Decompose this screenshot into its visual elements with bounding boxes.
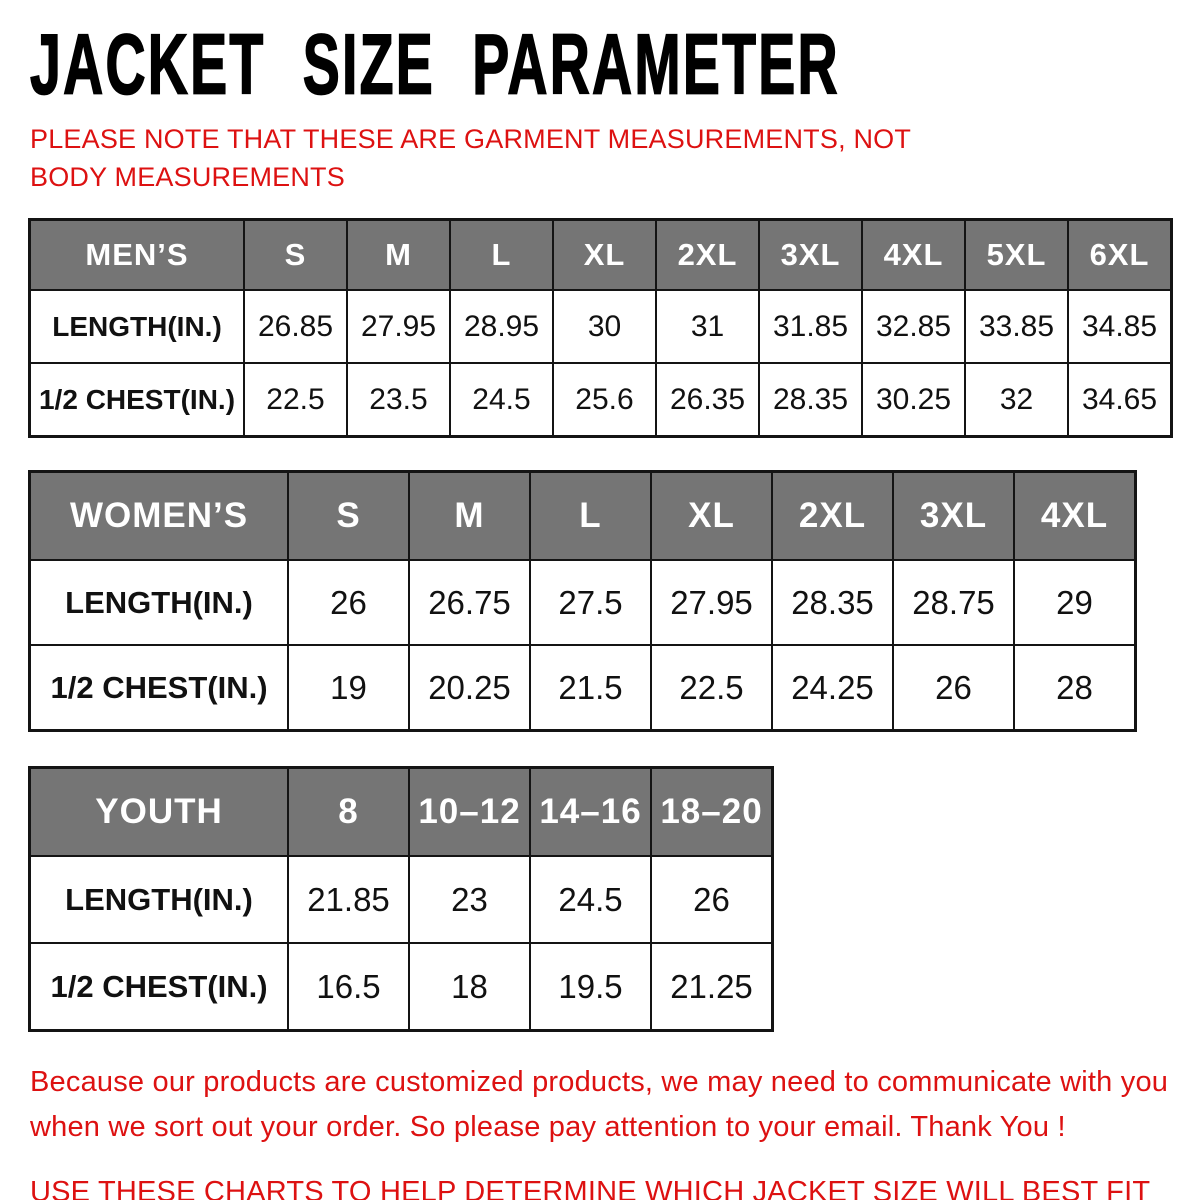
page-title: JACKET SIZE PARAMETER bbox=[0, 0, 1200, 112]
mens-size-header-7: 5XL bbox=[964, 218, 1069, 291]
womens-header-row: WOMEN’S S M L XL 2XL 3XL 4XL bbox=[28, 470, 1137, 561]
mens-value-1-5: 28.35 bbox=[758, 362, 863, 438]
customization-notice: Because our products are customized prod… bbox=[30, 1066, 1169, 1143]
mens-size-table: MEN’S S M L XL 2XL 3XL 4XL 5XL 6XL LENGTH(IN.) 26.8… bbox=[28, 218, 1173, 438]
womens-size-header-3: XL bbox=[650, 470, 773, 561]
womens-size-header-4: 2XL bbox=[771, 470, 894, 561]
womens-value-0-4: 28.35 bbox=[771, 559, 894, 646]
mens-value-1-1: 23.5 bbox=[346, 362, 451, 438]
youth-table-name-cell: YOUTH bbox=[28, 766, 289, 857]
mens-table-container: MEN’S S M L XL 2XL 3XL 4XL 5XL 6XL LENGTH(IN.) 26.8… bbox=[0, 218, 1200, 438]
mens-data-row-0: LENGTH(IN.) 26.85 27.95 28.95 30 31 31.85 32.85… bbox=[28, 289, 1173, 364]
womens-value-0-3: 27.95 bbox=[650, 559, 773, 646]
youth-value-1-1: 18 bbox=[408, 942, 531, 1032]
womens-size-header-6: 4XL bbox=[1013, 470, 1137, 561]
mens-table-name-cell: MEN’S bbox=[28, 218, 245, 291]
mens-size-header-8: 6XL bbox=[1067, 218, 1173, 291]
womens-value-1-0: 19 bbox=[287, 644, 410, 732]
womens-row-label-1: 1/2 CHEST(IN.) bbox=[28, 644, 289, 732]
size-tables-section: MEN’S S M L XL 2XL 3XL 4XL 5XL 6XL LENGTH(IN.) 26.8… bbox=[0, 218, 1200, 1032]
womens-size-header-2: L bbox=[529, 470, 652, 561]
youth-table-container: YOUTH 8 10–12 14–16 18–20 LENGTH(IN.) 21.85 23 2… bbox=[0, 766, 1200, 1032]
mens-value-0-1: 27.95 bbox=[346, 289, 451, 364]
womens-value-1-1: 20.25 bbox=[408, 644, 531, 732]
youth-value-1-3: 21.25 bbox=[650, 942, 774, 1032]
mens-value-1-6: 30.25 bbox=[861, 362, 966, 438]
mens-size-header-4: 2XL bbox=[655, 218, 760, 291]
youth-data-row-0: LENGTH(IN.) 21.85 23 24.5 26 bbox=[28, 855, 774, 944]
youth-value-0-1: 23 bbox=[408, 855, 531, 944]
mens-value-1-3: 25.6 bbox=[552, 362, 657, 438]
womens-value-1-4: 24.25 bbox=[771, 644, 894, 732]
mens-value-1-4: 26.35 bbox=[655, 362, 760, 438]
womens-data-row-1: 1/2 CHEST(IN.) 19 20.25 21.5 22.5 24.25 26 28 bbox=[28, 644, 1137, 732]
mens-value-0-8: 34.85 bbox=[1067, 289, 1173, 364]
youth-row-label-1: 1/2 CHEST(IN.) bbox=[28, 942, 289, 1032]
mens-value-1-7: 32 bbox=[964, 362, 1069, 438]
mens-value-1-2: 24.5 bbox=[449, 362, 554, 438]
womens-row-label-0: LENGTH(IN.) bbox=[28, 559, 289, 646]
mens-value-0-5: 31.85 bbox=[758, 289, 863, 364]
mens-size-header-0: S bbox=[243, 218, 348, 291]
mens-value-0-4: 31 bbox=[655, 289, 760, 364]
mens-value-0-7: 33.85 bbox=[964, 289, 1069, 364]
mens-data-row-1: 1/2 CHEST(IN.) 22.5 23.5 24.5 25.6 26.35 28.35… bbox=[28, 362, 1173, 438]
page-title-text: JACKET SIZE PARAMETER bbox=[29, 16, 840, 112]
youth-size-header-2: 14–16 bbox=[529, 766, 652, 857]
mens-value-0-2: 28.95 bbox=[449, 289, 554, 364]
womens-value-0-0: 26 bbox=[287, 559, 410, 646]
youth-value-0-3: 26 bbox=[650, 855, 774, 944]
womens-value-1-3: 22.5 bbox=[650, 644, 773, 732]
womens-size-table: WOMEN’S S M L XL 2XL 3XL 4XL LENGTH(IN.) 26 26.75 2… bbox=[28, 470, 1137, 732]
mens-value-1-8: 34.65 bbox=[1067, 362, 1173, 438]
garment-measurement-note: PLEASE NOTE THAT THESE ARE GARMENT MEASU… bbox=[30, 124, 911, 192]
youth-header-row: YOUTH 8 10–12 14–16 18–20 bbox=[28, 766, 774, 857]
mens-size-header-3: XL bbox=[552, 218, 657, 291]
womens-value-1-5: 26 bbox=[892, 644, 1015, 732]
womens-size-header-5: 3XL bbox=[892, 470, 1015, 561]
mens-row-label-1: 1/2 CHEST(IN.) bbox=[28, 362, 245, 438]
womens-value-1-2: 21.5 bbox=[529, 644, 652, 732]
youth-row-label-0: LENGTH(IN.) bbox=[28, 855, 289, 944]
mens-size-header-2: L bbox=[449, 218, 554, 291]
youth-value-0-2: 24.5 bbox=[529, 855, 652, 944]
mens-size-header-1: M bbox=[346, 218, 451, 291]
youth-size-header-0: 8 bbox=[287, 766, 410, 857]
mens-value-1-0: 22.5 bbox=[243, 362, 348, 438]
womens-data-row-0: LENGTH(IN.) 26 26.75 27.5 27.95 28.35 28.75 29 bbox=[28, 559, 1137, 646]
youth-value-1-0: 16.5 bbox=[287, 942, 410, 1032]
mens-value-0-6: 32.85 bbox=[861, 289, 966, 364]
mens-header-row: MEN’S S M L XL 2XL 3XL 4XL 5XL 6XL bbox=[28, 218, 1173, 291]
womens-value-0-6: 29 bbox=[1013, 559, 1137, 646]
womens-value-0-2: 27.5 bbox=[529, 559, 652, 646]
mens-size-header-5: 3XL bbox=[758, 218, 863, 291]
youth-size-header-1: 10–12 bbox=[408, 766, 531, 857]
youth-value-0-0: 21.85 bbox=[287, 855, 410, 944]
womens-size-header-1: M bbox=[408, 470, 531, 561]
womens-value-0-1: 26.75 bbox=[408, 559, 531, 646]
womens-table-name-cell: WOMEN’S bbox=[28, 470, 289, 561]
mens-value-0-3: 30 bbox=[552, 289, 657, 364]
mens-size-header-6: 4XL bbox=[861, 218, 966, 291]
womens-table-container: WOMEN’S S M L XL 2XL 3XL 4XL LENGTH(IN.) 26 26.75 2… bbox=[0, 470, 1200, 732]
youth-value-1-2: 19.5 bbox=[529, 942, 652, 1032]
youth-size-header-3: 18–20 bbox=[650, 766, 774, 857]
mens-row-label-0: LENGTH(IN.) bbox=[28, 289, 245, 364]
chart-usage-note: USE THESE CHARTS TO HELP DETERMINE WHICH… bbox=[30, 1176, 1150, 1200]
youth-size-table: YOUTH 8 10–12 14–16 18–20 LENGTH(IN.) 21.85 23 2… bbox=[28, 766, 774, 1032]
womens-size-header-0: S bbox=[287, 470, 410, 561]
womens-value-1-6: 28 bbox=[1013, 644, 1137, 732]
mens-value-0-0: 26.85 bbox=[243, 289, 348, 364]
youth-data-row-1: 1/2 CHEST(IN.) 16.5 18 19.5 21.25 bbox=[28, 942, 774, 1032]
womens-value-0-5: 28.75 bbox=[892, 559, 1015, 646]
